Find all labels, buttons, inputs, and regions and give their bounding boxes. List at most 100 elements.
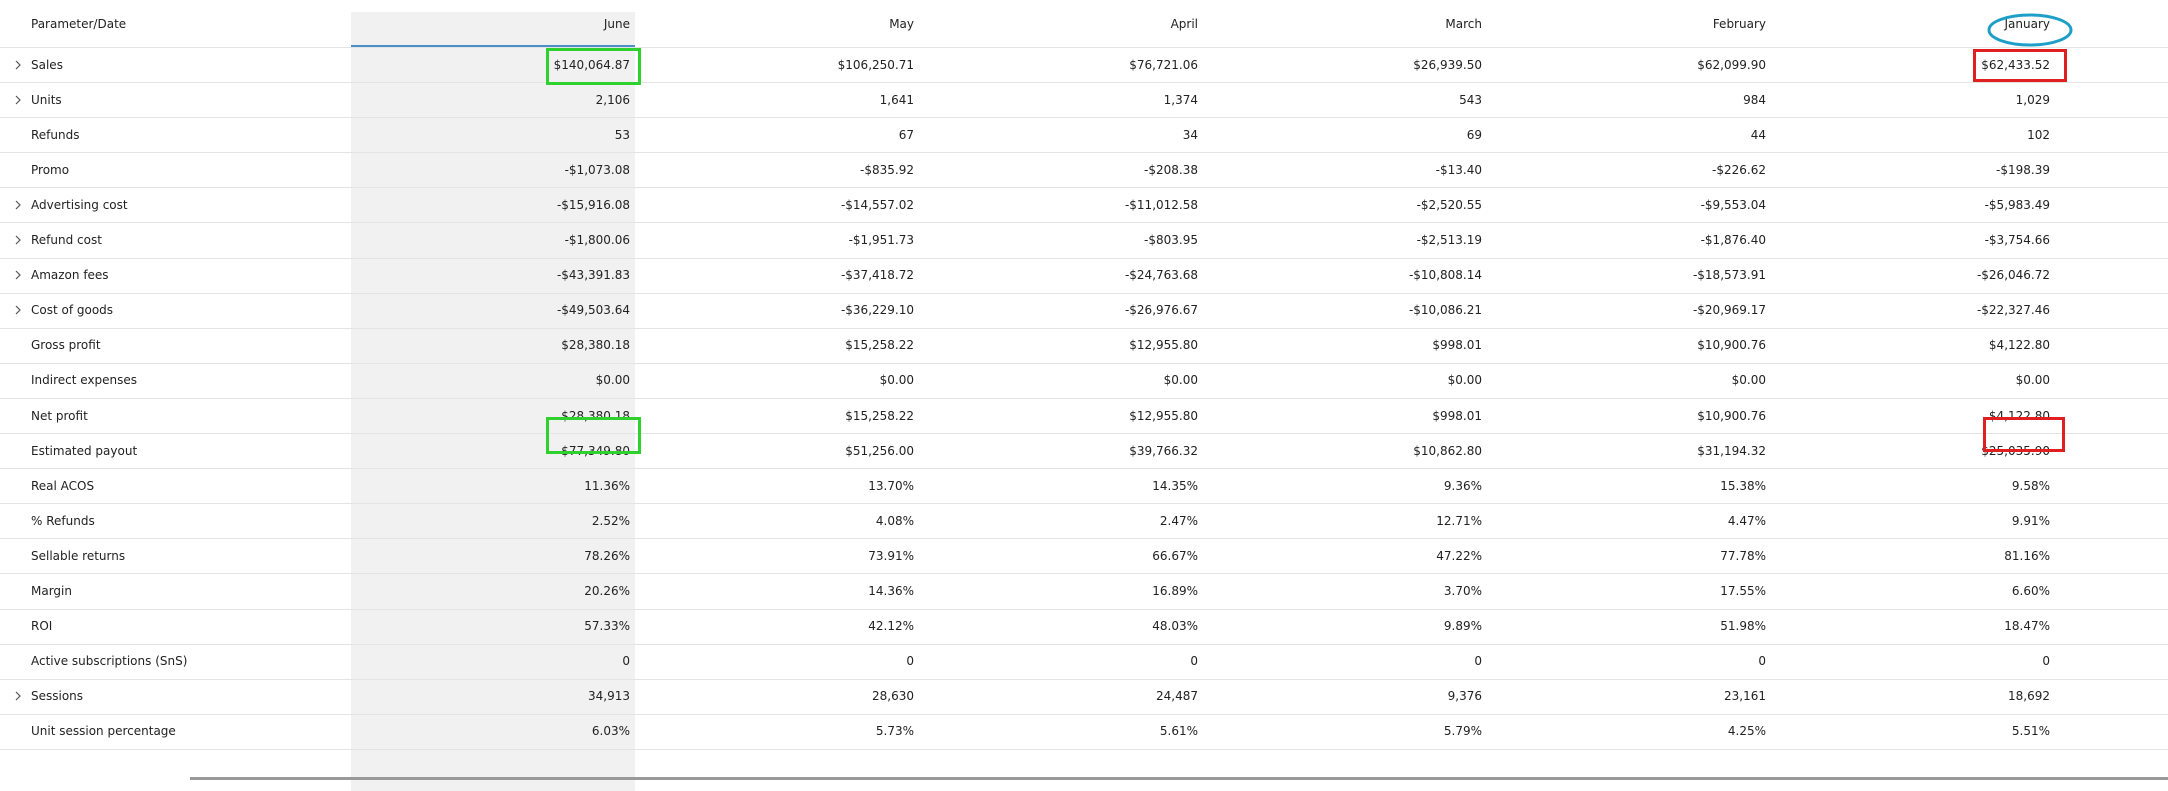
value-cell: $0.00: [595, 373, 630, 388]
value-cell: 34: [1182, 127, 1198, 142]
value-cell: $0.00: [879, 373, 914, 388]
row-label: Refund cost: [31, 233, 102, 248]
value-cell: 17.55%: [1720, 584, 1766, 599]
table-row: ROI 57.33% 42.12% 48.03% 9.89% 51.98% 18.47%: [0, 609, 2168, 645]
value-cell: $0.00: [1731, 373, 1766, 388]
value-cell: -$10,086.21: [1408, 303, 1482, 318]
table-row: Amazon fees -$43,391.83 -$37,418.72 -$24,76…: [0, 258, 2168, 294]
expand-chevron[interactable]: [14, 60, 22, 70]
value-cell: 5.73%: [875, 724, 914, 739]
table-row: Indirect expenses $0.00 $0.00 $0.00 $0.00 $0.…: [0, 363, 2168, 399]
row-label: Margin: [31, 584, 72, 599]
value-cell: $0.00: [2015, 373, 2050, 388]
value-cell: 9,376: [1447, 689, 1482, 704]
value-cell: 0: [1190, 654, 1198, 669]
value-cell: $140,064.87: [553, 57, 630, 72]
header-cell[interactable]: March: [1445, 16, 1482, 31]
value-cell: -$803.95: [1144, 233, 1198, 248]
row-label: Indirect expenses: [31, 373, 138, 388]
table-row: Units 2,106 1,641 1,374 543 984 1,029: [0, 82, 2168, 119]
value-cell: -$3,754.66: [1984, 233, 2050, 248]
value-cell: -$43,391.83: [556, 268, 630, 283]
value-cell: -$13.40: [1435, 162, 1482, 177]
value-cell: 16.89%: [1152, 584, 1198, 599]
value-cell: 57.33%: [584, 619, 630, 634]
row-label: Gross profit: [31, 338, 101, 353]
row-label: Refunds: [31, 127, 80, 142]
header-cell[interactable]: May: [889, 16, 914, 31]
value-cell: -$2,513.19: [1416, 233, 1482, 248]
value-cell: -$2,520.55: [1416, 197, 1482, 212]
row-label: Promo: [31, 162, 70, 177]
value-cell: $0.00: [1163, 373, 1198, 388]
expand-chevron[interactable]: [14, 270, 22, 280]
table-row: Sessions 34,913 28,630 24,487 9,376 23,161 18,…: [0, 679, 2168, 715]
value-cell: 15.38%: [1720, 478, 1766, 493]
value-cell: $12,955.80: [1129, 408, 1198, 423]
header-cell[interactable]: April: [1170, 16, 1198, 31]
expand-chevron[interactable]: [14, 691, 22, 701]
value-cell: 18,692: [2008, 689, 2050, 704]
header-row: Parameter/Date June May April March February J…: [0, 0, 2168, 48]
value-cell: -$22,327.46: [1976, 303, 2050, 318]
value-cell: 4.08%: [875, 513, 914, 528]
value-cell: $0.00: [1447, 373, 1482, 388]
row-label: Estimated payout: [31, 443, 138, 458]
table-row: % Refunds 2.52% 4.08% 2.47% 12.71% 4.47% 9.91%: [0, 503, 2168, 540]
value-cell: 9.36%: [1443, 478, 1482, 493]
value-cell: -$24,763.68: [1124, 268, 1198, 283]
value-cell: 51.98%: [1720, 619, 1766, 634]
header-cell[interactable]: January: [2004, 16, 2051, 31]
value-cell: 34,913: [588, 689, 630, 704]
table-row: Gross profit $28,380.18 $15,258.22 $12,955.…: [0, 328, 2168, 364]
header-cell[interactable]: February: [1712, 16, 1766, 31]
expand-chevron[interactable]: [14, 305, 22, 315]
highlight-ellipse: [1987, 13, 2073, 47]
value-cell: -$1,876.40: [1700, 233, 1766, 248]
value-cell: $26,939.50: [1413, 57, 1482, 72]
value-cell: $4,122.80: [1988, 338, 2050, 353]
value-cell: $39,766.32: [1129, 443, 1198, 458]
value-cell: 1,641: [879, 92, 914, 107]
value-cell: -$1,800.06: [564, 233, 630, 248]
value-cell: -$835.92: [860, 162, 914, 177]
value-cell: -$198.39: [1996, 162, 2050, 177]
row-label: Advertising cost: [31, 197, 128, 212]
value-cell: -$37,418.72: [840, 268, 914, 283]
row-label: Sessions: [31, 689, 84, 704]
table-row: Estimated payout $77,349.80 $51,256.00 $39,…: [0, 433, 2168, 470]
value-cell: 66.67%: [1152, 548, 1198, 563]
value-cell: -$10,808.14: [1408, 268, 1482, 283]
value-cell: 11.36%: [584, 478, 630, 493]
value-cell: 1,374: [1163, 92, 1198, 107]
value-cell: -$1,073.08: [564, 162, 630, 177]
expand-chevron[interactable]: [14, 95, 22, 105]
expand-chevron[interactable]: [14, 200, 22, 210]
value-cell: 13.70%: [868, 478, 914, 493]
value-cell: 23,161: [1724, 689, 1766, 704]
highlight-box: [546, 417, 641, 454]
header-cell[interactable]: June: [603, 16, 630, 31]
selected-column: [351, 12, 635, 791]
table-row: Advertising cost -$15,916.08 -$14,557.02 -$…: [0, 187, 2168, 224]
row-label: Units: [31, 92, 62, 107]
table-row: Active subscriptions (SnS) 0 0 0 0 0 0: [0, 644, 2168, 680]
table-row: Sales $140,064.87 $106,250.71 $76,721.06 $26…: [0, 47, 2168, 84]
value-cell: 5.79%: [1443, 724, 1482, 739]
value-cell: 0: [2042, 654, 2050, 669]
value-cell: 81.16%: [2004, 548, 2050, 563]
value-cell: 69: [1466, 127, 1482, 142]
value-cell: 67: [898, 127, 914, 142]
expand-chevron[interactable]: [14, 235, 22, 245]
scrollbar[interactable]: [190, 777, 2168, 780]
value-cell: 9.58%: [2011, 478, 2050, 493]
value-cell: 0: [1474, 654, 1482, 669]
value-cell: $77,349.80: [561, 443, 630, 458]
value-cell: $51,256.00: [845, 443, 914, 458]
value-cell: -$1,951.73: [848, 233, 914, 248]
value-cell: 6.03%: [591, 724, 630, 739]
value-cell: -$18,573.91: [1692, 268, 1766, 283]
value-cell: 0: [622, 654, 630, 669]
value-cell: 78.26%: [584, 548, 630, 563]
table-row: Cost of goods -$49,503.64 -$36,229.10 -$26,…: [0, 293, 2168, 329]
